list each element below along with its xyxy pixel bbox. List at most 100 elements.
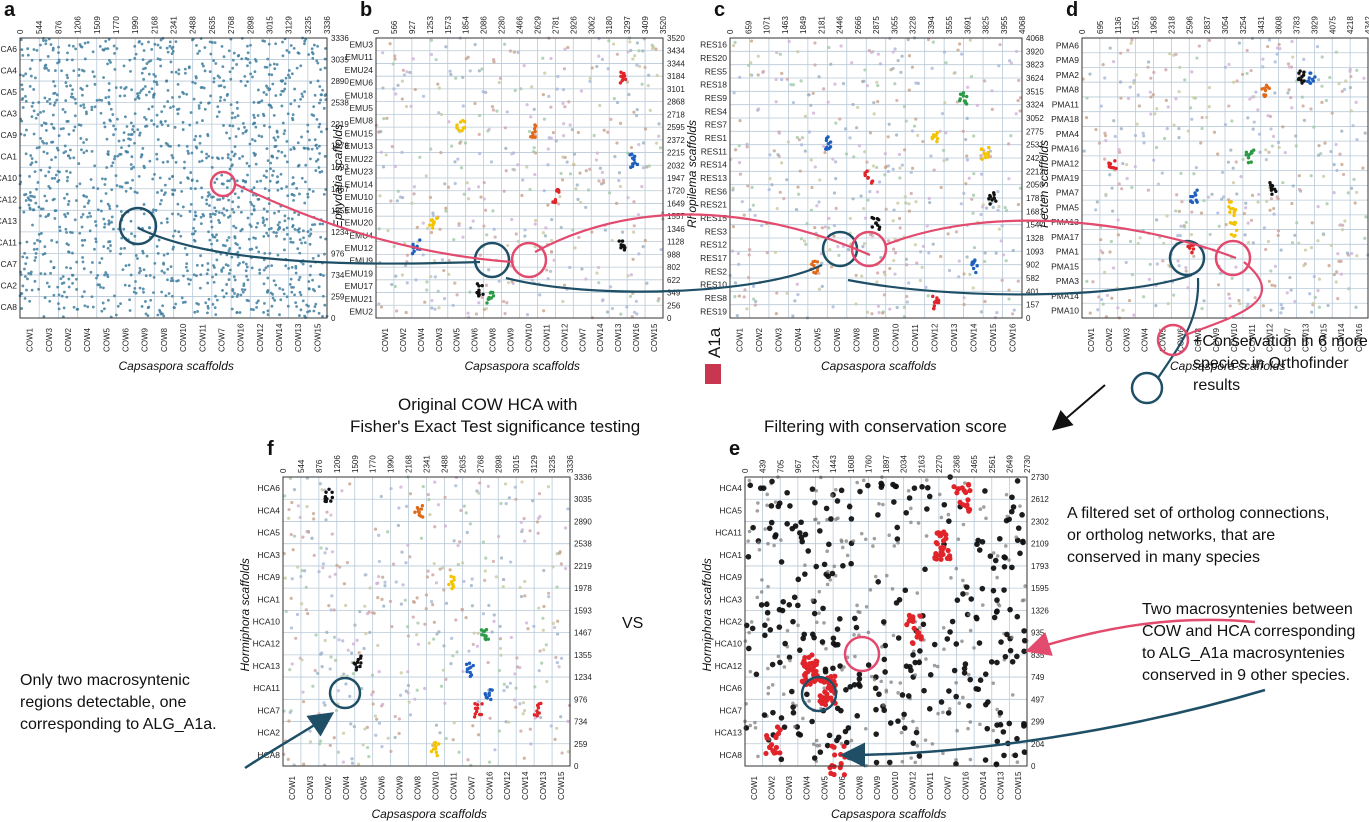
point	[965, 591, 969, 596]
x-top-tick: 2034	[900, 455, 909, 473]
point	[568, 172, 573, 176]
highlight-point	[764, 735, 770, 741]
point	[429, 52, 434, 57]
point	[1349, 74, 1353, 79]
point	[428, 195, 433, 200]
point	[1097, 257, 1102, 261]
y-category-label: HCA7	[0, 259, 17, 269]
point	[45, 281, 49, 285]
point	[81, 256, 84, 259]
point	[847, 683, 854, 690]
point	[790, 704, 796, 710]
point	[1268, 114, 1273, 118]
point	[1189, 106, 1193, 110]
y-right-tick: 2730	[1031, 473, 1049, 482]
point	[215, 177, 219, 181]
cluster-point	[1268, 183, 1273, 187]
cluster-point	[635, 162, 640, 167]
point	[330, 532, 334, 536]
point	[1001, 587, 1007, 593]
point	[1192, 254, 1196, 258]
cluster-point	[529, 135, 533, 139]
point	[490, 104, 495, 109]
point	[106, 246, 110, 250]
point	[811, 742, 816, 747]
cluster-point	[329, 499, 333, 503]
point	[62, 306, 66, 310]
point	[205, 198, 208, 202]
point	[851, 682, 858, 688]
x-category-label: COW14	[969, 323, 978, 352]
point	[910, 166, 915, 170]
point	[508, 681, 513, 685]
point	[561, 299, 565, 304]
point	[271, 296, 275, 300]
point	[1186, 286, 1190, 290]
cluster-point	[866, 176, 870, 180]
point	[924, 478, 929, 482]
x-top-tick: 3608	[1275, 16, 1284, 34]
point	[304, 585, 308, 589]
point	[153, 262, 157, 265]
point	[1217, 224, 1221, 228]
x-top-tick: 4342	[1364, 16, 1369, 34]
point	[152, 275, 156, 279]
point	[450, 636, 454, 640]
point	[246, 64, 249, 68]
point	[1179, 171, 1183, 175]
point	[1290, 106, 1294, 110]
point	[530, 499, 535, 503]
point	[1221, 195, 1226, 199]
point	[747, 63, 751, 67]
point	[46, 55, 50, 58]
y-right-tick: 256	[667, 301, 681, 310]
point	[1118, 150, 1122, 154]
point	[1320, 55, 1324, 59]
point	[454, 76, 458, 80]
point	[232, 210, 236, 214]
point	[1317, 144, 1321, 148]
point	[1149, 95, 1153, 99]
highlight-point	[951, 484, 957, 490]
cluster-point	[551, 200, 555, 204]
point	[45, 142, 49, 145]
point	[457, 750, 461, 754]
point	[441, 668, 445, 672]
point	[333, 572, 337, 577]
point	[968, 720, 973, 724]
point	[514, 497, 518, 501]
y-category-label: HCA13	[253, 661, 281, 671]
point	[1133, 133, 1138, 138]
svg-text:Only two macrosyntenic: Only two macrosyntenic	[20, 672, 190, 689]
point	[110, 215, 114, 219]
point	[350, 757, 354, 761]
point	[206, 194, 210, 198]
point	[640, 82, 644, 86]
point	[389, 749, 393, 753]
cluster-point	[484, 695, 489, 700]
point	[852, 632, 856, 637]
point	[1004, 492, 1009, 497]
highlight-point	[841, 743, 847, 749]
point	[290, 72, 294, 76]
point	[214, 273, 218, 276]
point	[63, 144, 67, 148]
point	[461, 561, 465, 565]
point	[128, 309, 132, 312]
point	[268, 252, 272, 255]
point	[238, 261, 241, 265]
point	[530, 85, 534, 89]
point	[813, 165, 817, 169]
point	[968, 272, 972, 276]
point	[863, 537, 868, 542]
point	[253, 58, 257, 61]
point	[531, 149, 536, 154]
point	[833, 82, 837, 86]
point	[286, 112, 290, 116]
point	[1301, 104, 1305, 108]
point	[292, 46, 296, 50]
point	[267, 88, 271, 92]
point	[52, 197, 56, 201]
point	[195, 263, 199, 267]
point	[484, 307, 488, 311]
